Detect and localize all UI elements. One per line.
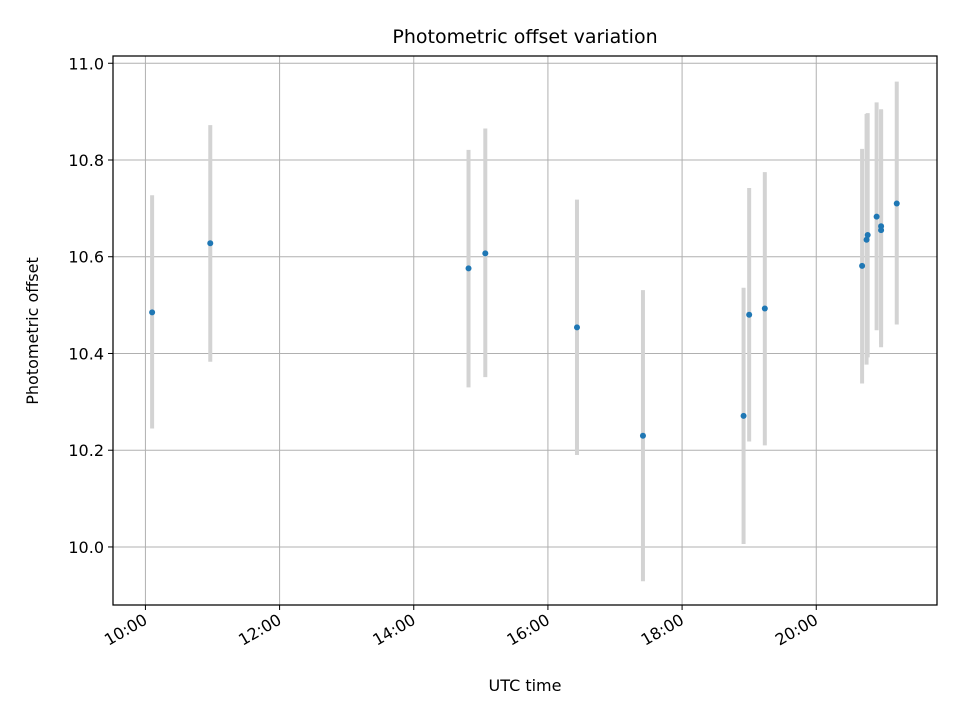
data-point [465,265,472,272]
data-point [863,236,870,243]
y-tick-label: 11.0 [68,54,104,73]
data-point [878,223,885,230]
y-tick-label: 10.0 [68,538,104,557]
grid [113,56,937,605]
y-tick-label: 10.4 [68,344,104,363]
data-points [149,200,900,439]
data-point [482,250,489,257]
y-tick-label: 10.6 [68,248,104,267]
data-point [740,412,747,419]
data-point [149,309,156,316]
data-point [573,324,580,331]
data-point [893,200,900,207]
chart-title: Photometric offset variation [392,26,657,48]
data-point [873,213,880,220]
y-axis-label: Photometric offset [23,257,42,405]
data-point [859,262,866,269]
data-point [207,240,214,247]
data-point [639,432,646,439]
data-point [761,305,768,312]
y-tick-label: 10.8 [68,151,104,170]
plot-frame [112,55,938,606]
data-point [864,231,871,238]
data-point [746,311,753,318]
x-axis-label: UTC time [489,676,562,695]
y-axis: 10.0 10.2 10.4 10.6 10.8 11.0 [68,54,113,557]
y-tick-label: 10.2 [68,441,104,460]
